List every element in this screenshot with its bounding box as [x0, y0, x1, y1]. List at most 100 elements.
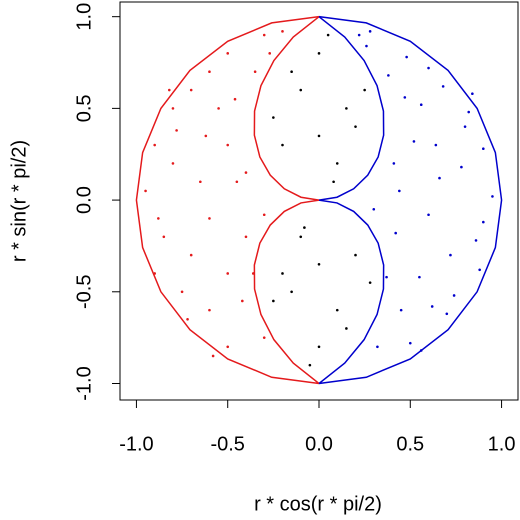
point	[332, 180, 335, 184]
point	[467, 110, 471, 114]
x-tick-label: -0.5	[210, 433, 244, 455]
point	[463, 125, 467, 129]
point	[385, 275, 388, 279]
point	[272, 116, 275, 119]
x-tick-label: 0.0	[305, 433, 333, 455]
point	[317, 345, 321, 349]
point	[208, 217, 211, 220]
point	[427, 66, 430, 70]
point	[208, 70, 211, 73]
point	[290, 290, 293, 294]
point	[478, 268, 481, 272]
point	[167, 88, 171, 92]
y-axis-title: r * sin(r * pi/2)	[8, 140, 30, 262]
point	[460, 165, 463, 169]
point	[262, 213, 266, 217]
point	[204, 134, 208, 138]
point	[208, 308, 211, 312]
y-tick-label: -1.0	[73, 366, 95, 400]
point	[157, 217, 160, 220]
point	[452, 294, 456, 297]
point	[441, 85, 445, 88]
point	[244, 171, 248, 174]
point	[434, 143, 438, 147]
point	[368, 30, 372, 33]
point	[217, 107, 220, 110]
y-tick-label: 0.5	[73, 94, 95, 122]
curve	[318, 15, 503, 385]
point	[262, 336, 266, 339]
point	[412, 140, 416, 143]
point	[272, 299, 275, 303]
point	[317, 262, 321, 266]
point	[491, 195, 494, 198]
point	[211, 354, 215, 358]
point	[281, 30, 284, 33]
point	[153, 272, 156, 275]
point	[408, 341, 412, 345]
point	[438, 176, 441, 180]
point	[354, 253, 357, 257]
point	[226, 345, 230, 349]
point	[430, 305, 434, 308]
curve	[318, 199, 385, 385]
point	[376, 345, 379, 349]
x-axis-title: r * cos(r * pi/2)	[254, 493, 382, 515]
point	[235, 180, 239, 184]
point	[299, 235, 303, 239]
point	[233, 97, 237, 101]
point	[387, 74, 390, 77]
point	[335, 162, 339, 165]
point	[392, 162, 396, 165]
point	[471, 92, 474, 96]
curve	[253, 16, 320, 201]
point	[335, 308, 339, 312]
curve	[253, 199, 320, 385]
point	[418, 275, 421, 279]
point	[189, 253, 193, 257]
point	[403, 96, 407, 99]
point	[281, 272, 284, 275]
point	[368, 281, 372, 284]
plot-frame	[119, 1, 519, 401]
point	[449, 253, 452, 257]
point	[326, 33, 330, 37]
point	[345, 107, 348, 110]
point	[474, 239, 478, 242]
y-tick-label: 1.0	[73, 3, 95, 31]
point	[419, 349, 423, 352]
point	[405, 55, 408, 59]
point	[308, 363, 312, 367]
point	[399, 308, 403, 312]
y-tick-label: -0.5	[73, 275, 95, 309]
point	[268, 52, 272, 55]
point	[482, 220, 485, 224]
point	[144, 189, 147, 193]
point	[445, 312, 449, 316]
point	[189, 88, 193, 92]
point	[317, 134, 321, 138]
point	[317, 52, 321, 55]
curve	[318, 16, 385, 201]
point	[186, 317, 189, 321]
x-tick-label: 0.5	[396, 433, 424, 455]
point	[171, 162, 175, 165]
point	[345, 327, 348, 330]
point	[251, 272, 255, 275]
point	[299, 88, 303, 92]
point	[180, 290, 184, 294]
point	[226, 143, 230, 147]
point	[262, 33, 266, 37]
point	[482, 147, 485, 151]
point	[365, 44, 368, 48]
point	[354, 125, 357, 129]
point	[241, 299, 244, 303]
x-tick-label: -1.0	[119, 433, 153, 455]
point	[419, 103, 423, 107]
point	[162, 235, 166, 239]
point	[153, 143, 156, 147]
point	[171, 107, 175, 110]
point	[398, 189, 401, 193]
point	[290, 70, 293, 73]
